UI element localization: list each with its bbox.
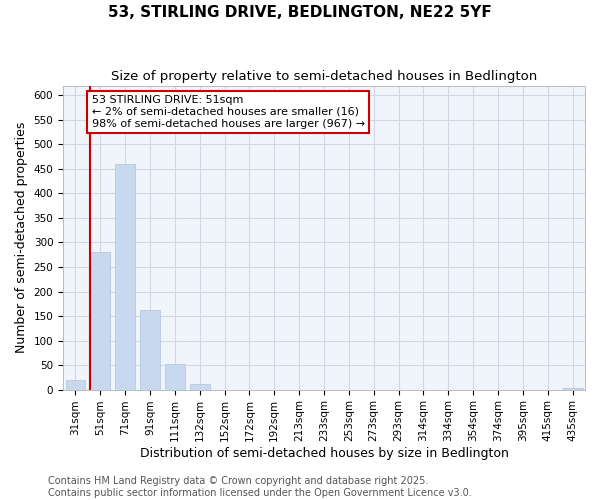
X-axis label: Distribution of semi-detached houses by size in Bedlington: Distribution of semi-detached houses by … xyxy=(140,447,508,460)
Text: 53 STIRLING DRIVE: 51sqm
← 2% of semi-detached houses are smaller (16)
98% of se: 53 STIRLING DRIVE: 51sqm ← 2% of semi-de… xyxy=(92,96,365,128)
Bar xyxy=(65,380,85,390)
Bar xyxy=(190,384,209,390)
Title: Size of property relative to semi-detached houses in Bedlington: Size of property relative to semi-detach… xyxy=(111,70,537,83)
Bar xyxy=(165,364,185,390)
Bar xyxy=(91,252,110,390)
Bar xyxy=(140,310,160,390)
Bar xyxy=(563,388,583,390)
Y-axis label: Number of semi-detached properties: Number of semi-detached properties xyxy=(15,122,28,354)
Text: 53, STIRLING DRIVE, BEDLINGTON, NE22 5YF: 53, STIRLING DRIVE, BEDLINGTON, NE22 5YF xyxy=(108,5,492,20)
Bar xyxy=(115,164,135,390)
Text: Contains HM Land Registry data © Crown copyright and database right 2025.
Contai: Contains HM Land Registry data © Crown c… xyxy=(48,476,472,498)
